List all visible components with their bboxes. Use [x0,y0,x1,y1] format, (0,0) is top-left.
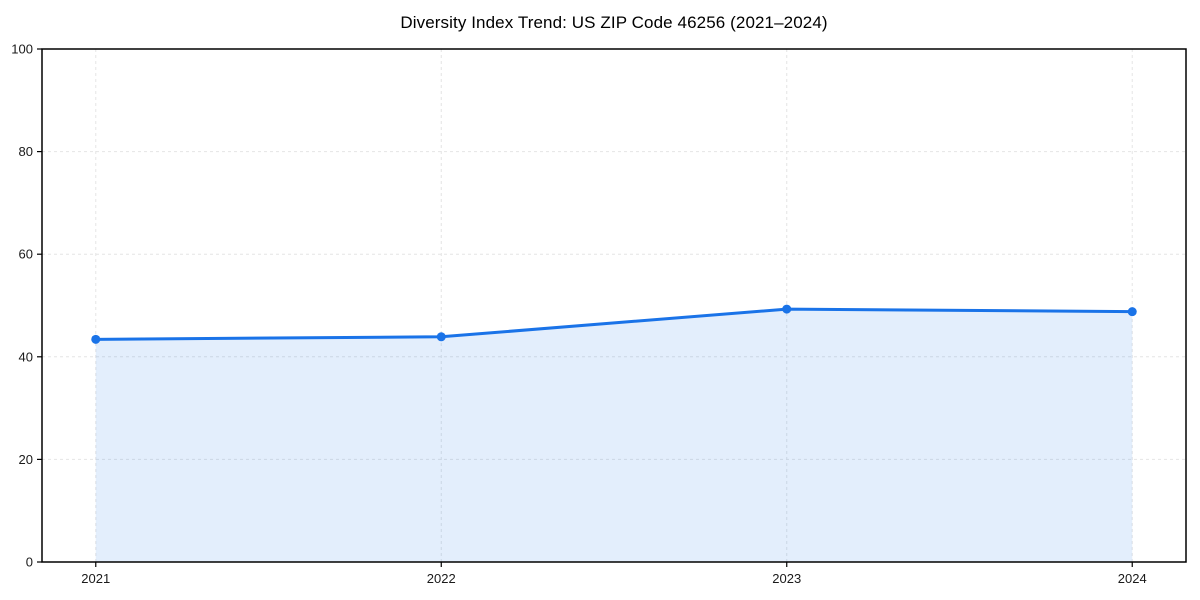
chart-title: Diversity Index Trend: US ZIP Code 46256… [400,13,828,32]
y-tick-label: 20 [19,452,33,467]
series-area-fill [95,309,1133,562]
x-tick-label: 2021 [81,571,110,586]
x-tick-label: 2023 [772,571,801,586]
y-tick-label: 60 [19,247,33,262]
data-point-marker [436,332,446,342]
y-tick-label: 0 [26,555,33,570]
x-tick-label: 2024 [1118,571,1147,586]
data-point-marker [91,334,101,344]
series-line [94,307,1134,341]
y-tick-label: 100 [11,42,33,57]
tick-labels: 2021 2022 2023 2024 0 20 40 60 80 100 [11,42,1146,587]
data-point-marker [782,304,792,314]
tick-marks [37,48,1133,567]
data-point-marker [1127,307,1137,317]
y-tick-label: 80 [19,144,33,159]
axes-box [41,48,1187,563]
x-tick-label: 2022 [427,571,456,586]
y-tick-label: 40 [19,349,33,364]
gridlines [42,49,1186,562]
